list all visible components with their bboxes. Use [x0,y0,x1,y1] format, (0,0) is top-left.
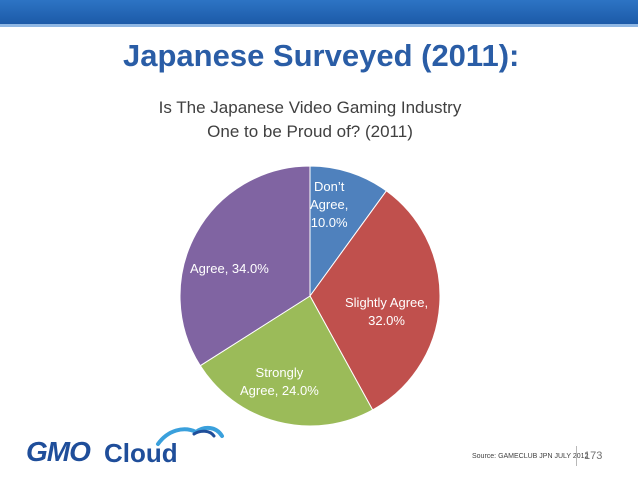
cloud-swoosh-icon [156,425,224,446]
chart-title-line-1: Is The Japanese Video Gaming Industry [158,98,462,117]
chart-title-line-2: One to be Proud of? (2011) [207,122,413,141]
slice-label-agree: Agree, 34.0% [190,260,269,278]
pie-slice-agree [179,165,311,367]
gmo-cloud-logo: GMO Cloud [26,424,226,468]
chart-title: Is The Japanese Video Gaming Industry On… [100,96,520,144]
slice-label-strongly-agree: Strongly Agree, 24.0% [240,364,319,400]
slice-label-agree-line-1: Agree, 34.0% [190,261,269,276]
pie-slice-slightly-agree [309,190,441,411]
slice-label-slightly-agree-line-2: 32.0% [368,313,405,328]
slice-label-dont-agree: Don’t Agree, 10.0% [310,178,348,232]
slice-label-slightly-agree-line-1: Slightly Agree, [345,295,429,310]
source-note: Source: GAMECLUB JPN JULY 2012 [472,453,589,460]
footer-divider [576,446,577,466]
slide-title: Japanese Surveyed (2011): [123,38,520,73]
slice-label-dont-agree-line-3: 10.0% [310,215,348,230]
pie-slice-strongly-agree [199,295,374,427]
slice-label-dont-agree-line-2: Agree, [310,197,349,212]
slice-label-slightly-agree: Slightly Agree, 32.0% [345,294,428,330]
slice-label-strongly-agree-line-2: Agree, 24.0% [240,383,319,398]
page-number: 173 [584,450,603,462]
pie-slice-don-t-agree [309,165,388,298]
logo-cloud-text: Cloud [104,438,178,468]
slice-label-strongly-agree-line-1: Strongly [255,365,304,380]
header-bar [0,0,638,24]
logo-gmo-text: GMO [26,436,91,467]
header-accent-line [0,24,638,27]
slice-label-dont-agree-line-1: Don’t [313,179,345,194]
